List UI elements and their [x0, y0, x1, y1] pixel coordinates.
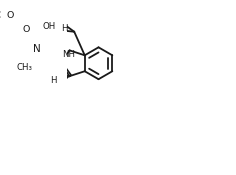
Text: O: O: [7, 11, 14, 20]
Polygon shape: [38, 5, 49, 17]
Text: CH₃: CH₃: [17, 63, 32, 72]
Text: OH: OH: [42, 22, 56, 31]
Text: O: O: [23, 25, 30, 34]
Text: NH: NH: [62, 50, 75, 59]
Text: H₃C: H₃C: [0, 11, 1, 20]
Text: H: H: [50, 76, 56, 85]
Text: N: N: [33, 44, 41, 54]
Polygon shape: [49, 27, 58, 31]
Text: H: H: [62, 24, 68, 33]
